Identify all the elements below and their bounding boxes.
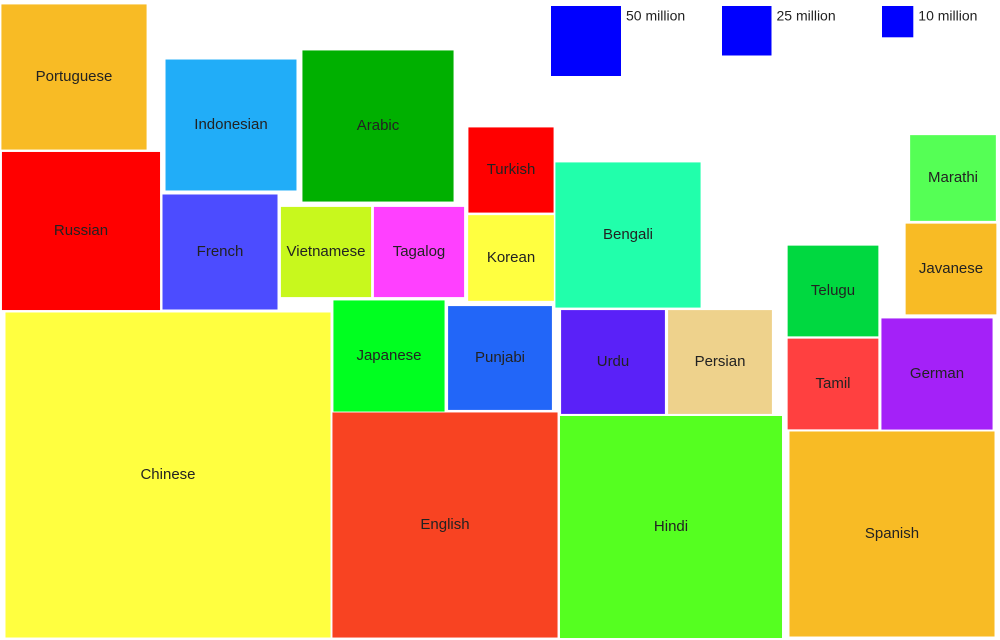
language-square bbox=[789, 431, 995, 637]
language-label: Japanese bbox=[356, 347, 421, 364]
language-square bbox=[561, 310, 665, 414]
language-square bbox=[787, 338, 879, 430]
language-square bbox=[559, 415, 783, 639]
language-square bbox=[165, 59, 297, 191]
language-square bbox=[881, 318, 993, 430]
language-square bbox=[1, 4, 147, 150]
language-label: Persian bbox=[695, 353, 746, 370]
language-square bbox=[332, 412, 558, 638]
language-label: Urdu bbox=[597, 353, 630, 370]
language-square bbox=[302, 50, 454, 202]
language-label: Tamil bbox=[815, 375, 850, 392]
language-label: Bengali bbox=[603, 226, 653, 243]
language-square bbox=[787, 245, 879, 337]
legend-square bbox=[551, 6, 621, 76]
language-square bbox=[333, 300, 445, 412]
language-square bbox=[468, 215, 554, 301]
language-label: Punjabi bbox=[475, 349, 525, 366]
language-square bbox=[905, 223, 997, 315]
legend-square bbox=[882, 6, 914, 38]
language-label: Portuguese bbox=[36, 68, 113, 85]
language-square bbox=[1, 151, 161, 311]
language-label: Korean bbox=[487, 249, 535, 266]
language-square bbox=[5, 312, 331, 638]
legend-label: 25 million bbox=[776, 8, 835, 24]
language-square bbox=[910, 135, 996, 221]
language-label: Vietnamese bbox=[287, 243, 366, 260]
language-label: Marathi bbox=[928, 169, 978, 186]
language-label: Russian bbox=[54, 222, 108, 239]
language-label: Chinese bbox=[140, 466, 195, 483]
language-label: Tagalog bbox=[393, 243, 446, 260]
language-label: Arabic bbox=[357, 117, 400, 134]
language-label: Javanese bbox=[919, 260, 983, 277]
language-square bbox=[555, 162, 701, 308]
language-label: Indonesian bbox=[194, 116, 267, 133]
language-label: Spanish bbox=[865, 525, 919, 542]
legend-square bbox=[722, 6, 772, 56]
language-square bbox=[162, 194, 278, 310]
language-label: French bbox=[197, 243, 244, 260]
language-square bbox=[468, 127, 554, 213]
language-label: German bbox=[910, 365, 964, 382]
language-label: Turkish bbox=[487, 161, 536, 178]
language-label: Telugu bbox=[811, 282, 855, 299]
legend-label: 10 million bbox=[918, 8, 977, 24]
language-label: Hindi bbox=[654, 518, 688, 535]
language-square bbox=[668, 310, 772, 414]
language-square bbox=[448, 306, 552, 410]
language-square bbox=[280, 206, 372, 298]
language-label: English bbox=[420, 516, 469, 533]
language-square bbox=[373, 206, 465, 298]
legend-label: 50 million bbox=[626, 8, 685, 24]
